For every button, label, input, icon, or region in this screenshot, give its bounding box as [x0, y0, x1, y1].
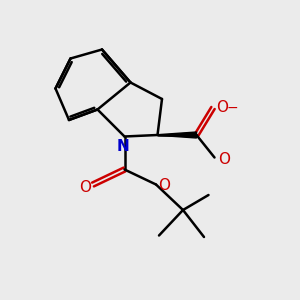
Text: O: O: [80, 180, 92, 195]
Text: −: −: [227, 101, 238, 115]
Text: N: N: [117, 139, 129, 154]
Text: O: O: [158, 178, 170, 194]
Text: O: O: [217, 100, 229, 116]
Polygon shape: [158, 132, 196, 138]
Text: O: O: [218, 152, 230, 166]
